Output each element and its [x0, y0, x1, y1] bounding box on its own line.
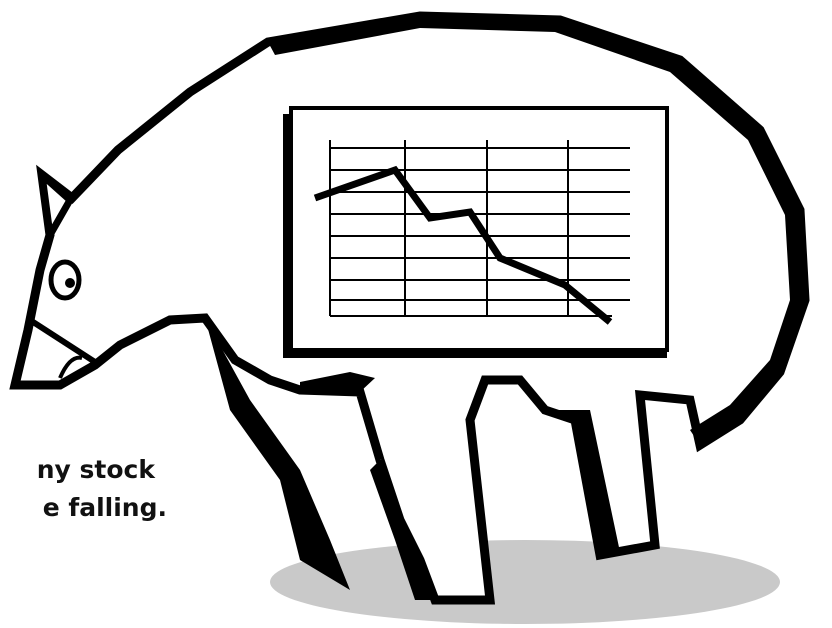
illustration: ny stock e falling. [0, 0, 832, 628]
eye [51, 262, 79, 298]
page: {"caption": {"lines": ["ny stock", "e fa… [0, 0, 832, 628]
caption-line: e falling. [43, 493, 167, 522]
caption-line: ny stock [37, 455, 157, 484]
pupil [65, 278, 75, 288]
